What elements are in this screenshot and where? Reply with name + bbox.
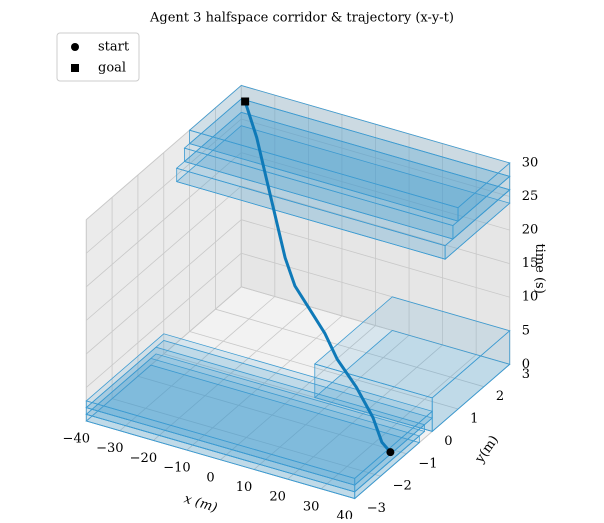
x-axis-label: x (m)	[182, 492, 219, 516]
tick-label: 15	[522, 256, 539, 271]
grid-line	[111, 398, 381, 477]
start-marker	[386, 448, 395, 457]
grid-line	[189, 331, 459, 410]
grid-line	[86, 118, 242, 254]
legend-marker	[71, 64, 79, 72]
tick-label: 30	[303, 499, 320, 514]
tick-label: 0	[444, 434, 452, 449]
grid-line	[241, 118, 510, 197]
y-axis-label: y(m)	[472, 433, 502, 467]
legend-label: goal	[98, 61, 126, 76]
tick-label: 2	[496, 389, 504, 404]
trajectory	[243, 101, 392, 454]
goal-marker	[241, 97, 250, 106]
grid-line	[241, 185, 510, 265]
tick-label: −20	[130, 451, 157, 466]
chart-title: Agent 3 halfspace corridor & trajectory …	[149, 11, 454, 26]
grid-line	[241, 219, 510, 298]
tick-label: 40	[336, 509, 353, 519]
tick-label: 10	[522, 290, 539, 305]
tick-label: 1	[470, 412, 478, 427]
tick-label: 3	[522, 367, 530, 382]
tick-label: 0	[206, 470, 214, 485]
tick-label: −30	[96, 441, 123, 456]
tick-label: −10	[163, 461, 190, 476]
tick-label: 10	[236, 480, 253, 495]
tick-label: −3	[367, 501, 386, 516]
grid-line	[86, 185, 242, 321]
grid-line	[137, 375, 407, 455]
corridor-face	[431, 329, 511, 433]
tick-label: 5	[522, 323, 530, 338]
corridor-face	[457, 162, 511, 223]
z-axis-label: time (s)	[532, 243, 547, 293]
tick-label: 25	[522, 189, 539, 204]
tick-label: 20	[522, 223, 539, 238]
tick-label: −1	[418, 456, 437, 471]
tick-label: 0	[522, 357, 530, 372]
grid-line	[86, 152, 242, 288]
grid-line	[215, 308, 485, 388]
grid-line	[86, 252, 242, 388]
tick-label: −40	[63, 432, 90, 447]
grid-line	[241, 152, 510, 231]
legend-label: start	[98, 40, 130, 55]
grid-line	[86, 219, 242, 355]
tick-label: 20	[269, 490, 286, 505]
tick-label: −2	[393, 479, 412, 494]
legend-marker	[71, 43, 79, 51]
tick-label: 30	[522, 155, 539, 170]
